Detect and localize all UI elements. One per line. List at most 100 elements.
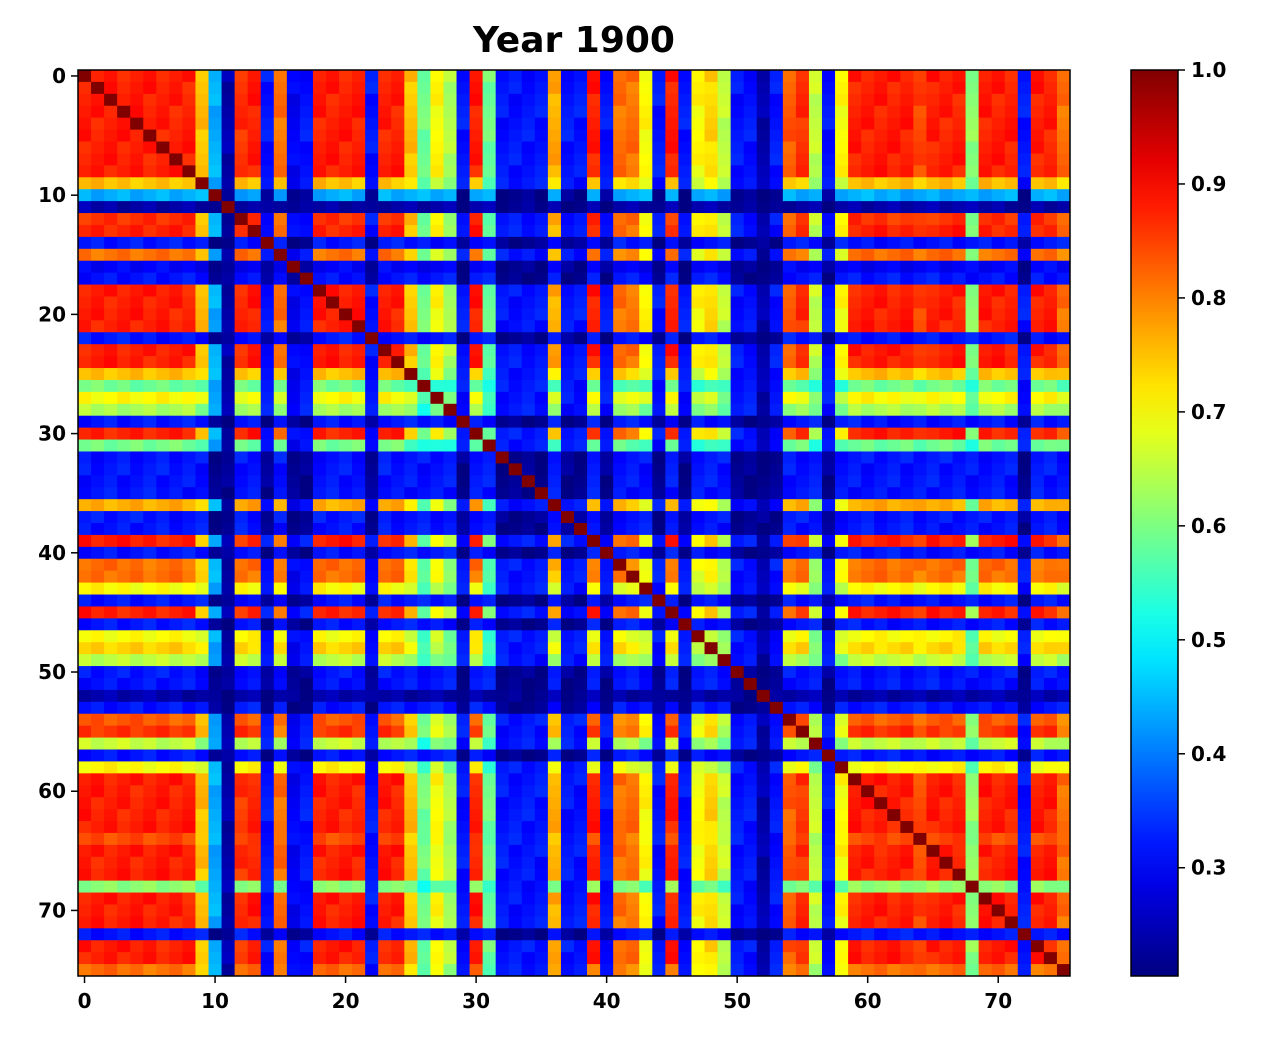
heatmap-cell [365,165,379,178]
heatmap-cell [613,320,627,333]
heatmap-cell [534,534,549,548]
heatmap-cell [978,427,993,440]
heatmap-cell [312,797,327,810]
heatmap-cell [508,153,523,166]
heatmap-cell [991,368,1006,381]
heatmap-cell [574,379,588,393]
heatmap-cell [652,797,666,810]
heatmap-cell [221,630,236,643]
heatmap-cell [613,523,627,536]
heatmap-cell [404,308,418,321]
heatmap-cell [273,713,288,727]
heatmap-cell [913,630,927,643]
heatmap-cell [795,642,810,655]
heatmap-cell [991,570,1006,583]
heatmap-cell [247,713,262,727]
heatmap-cell [156,284,170,297]
heatmap-cell [756,344,771,357]
heatmap-cell [678,749,692,762]
heatmap-cell [130,594,144,607]
heatmap-cell [600,582,614,595]
heatmap-cell [78,677,92,691]
heatmap-cell [404,189,418,202]
heatmap-cell [417,832,431,846]
heatmap-cell [143,534,157,548]
heatmap-cell [1017,451,1032,464]
heatmap-cell [365,296,379,309]
heatmap-cell [639,189,653,202]
heatmap-cell [887,403,901,417]
heatmap-cell [117,129,131,142]
heatmap-cell [469,570,484,583]
heatmap-cell [547,236,562,250]
heatmap-cell [926,677,940,691]
heatmap-cell [312,236,327,250]
heatmap-cell [887,70,901,83]
heatmap-cell [600,642,614,655]
heatmap-cell [587,320,601,333]
heatmap-cell [900,105,914,119]
heatmap-cell [639,594,653,607]
heatmap-cell [273,320,288,333]
heatmap-cell [378,81,392,95]
heatmap-cell [534,439,549,452]
heatmap-cell [143,499,157,512]
heatmap-cell [391,618,405,631]
heatmap-cell [482,403,497,417]
heatmap-cell [312,165,327,178]
heatmap-cell [1017,832,1032,846]
heatmap-cell [78,725,92,738]
heatmap-cell [156,499,170,512]
heatmap-cell [926,284,940,297]
heatmap-cell [521,546,536,560]
heatmap-cell [991,153,1006,166]
heatmap-cell [965,487,980,500]
heatmap-cell [652,654,666,667]
heatmap-cell [639,809,653,822]
heatmap-cell [117,737,131,750]
heatmap-cell [939,117,953,130]
heatmap-cell [208,236,222,250]
heatmap-cell [326,260,340,274]
heatmap-cell [1043,832,1058,846]
heatmap-cell [404,761,418,774]
heatmap-cell [91,475,105,488]
heatmap-cell [717,546,732,560]
heatmap-cell [143,606,157,619]
heatmap-cell [795,248,810,262]
heatmap-cell [299,713,314,727]
heatmap-cell [169,368,183,381]
heatmap-cell [326,368,340,381]
chart-title: Year 1900 [472,20,675,61]
heatmap-cell [560,713,575,727]
heatmap-cell [717,224,732,238]
heatmap-cell [574,582,588,595]
heatmap-cell [117,761,131,774]
heatmap-cell [926,701,940,715]
heatmap-cell [926,666,940,679]
heatmap-cell [900,177,914,190]
heatmap-cell [1056,93,1071,107]
heatmap-cell [482,344,497,357]
heatmap-cell [312,487,327,500]
heatmap-cell [104,630,118,643]
heatmap-cell [887,606,901,619]
heatmap-cell [247,821,262,834]
heatmap-cell [260,403,275,417]
heatmap-cell [756,427,771,440]
heatmap-cell [900,368,914,381]
heatmap-cell [404,236,418,250]
heatmap-cell [1030,391,1045,405]
heatmap-cell [91,606,105,619]
heatmap-cell [835,475,849,488]
heatmap-cell [1004,320,1019,333]
heatmap-cell [456,344,470,357]
heatmap-cell [1004,677,1019,691]
heatmap-cell [78,213,92,226]
heatmap-cell [574,487,588,500]
heatmap-cell [443,391,457,405]
heatmap-cell [508,558,523,572]
heatmap-cell [299,534,314,548]
heatmap-cell [78,189,92,202]
heatmap-cell [169,308,183,321]
